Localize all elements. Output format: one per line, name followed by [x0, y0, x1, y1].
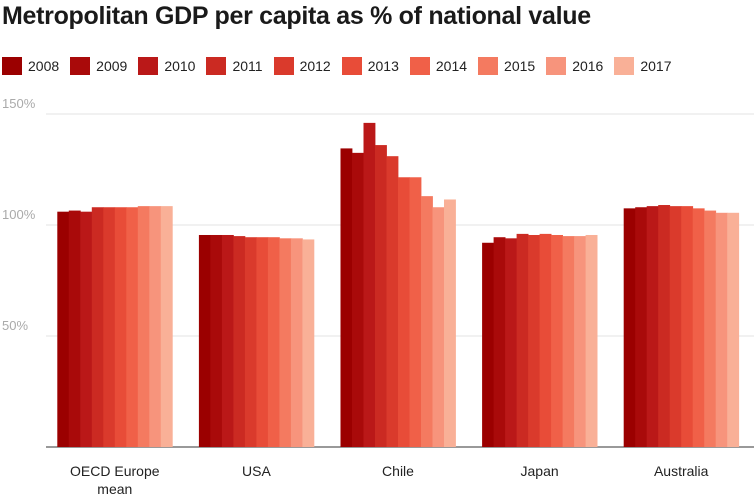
legend-label: 2016 — [572, 58, 604, 74]
bar — [126, 207, 139, 447]
legend-item-2009: 2009 — [70, 57, 127, 75]
bar — [210, 234, 223, 447]
legend-label: 2008 — [28, 58, 60, 74]
bar — [658, 205, 671, 447]
legend-item-2010: 2010 — [138, 57, 195, 75]
x-category-label: mean — [97, 481, 132, 497]
legend-label: 2009 — [96, 58, 128, 74]
bar — [375, 145, 387, 447]
x-category-label: Chile — [382, 463, 414, 479]
bar — [505, 238, 517, 447]
bar — [444, 199, 456, 447]
legend-item-2014: 2014 — [409, 57, 468, 75]
bar — [493, 237, 506, 447]
bar — [516, 233, 529, 447]
bar — [386, 156, 399, 447]
bar — [233, 236, 246, 447]
bar — [352, 152, 364, 447]
bar — [646, 206, 659, 447]
bar — [623, 208, 636, 447]
legend-item-2011: 2011 — [206, 57, 263, 75]
bar — [244, 237, 257, 447]
legend-label: 2012 — [299, 58, 331, 74]
y-tick-label: 150% — [2, 96, 36, 111]
legend-swatch — [614, 57, 635, 75]
legend: 2008 2009 2010 2011 2012 2013 2014 2015 2016 2017 — [2, 57, 683, 75]
bar — [114, 207, 127, 447]
bar — [562, 236, 575, 447]
bar — [137, 206, 150, 447]
legend-item-2017: 2017 — [614, 57, 672, 75]
bar — [340, 148, 353, 447]
bar — [482, 242, 494, 447]
legend-label: 2014 — [435, 58, 468, 74]
legend-label: 2015 — [504, 58, 536, 74]
bar — [57, 211, 70, 447]
legend-swatch — [273, 57, 294, 75]
bar — [692, 208, 705, 447]
bar — [149, 206, 162, 447]
y-tick-label: 100% — [2, 207, 36, 222]
bar — [221, 234, 234, 447]
legend-item-2015: 2015 — [478, 57, 535, 75]
bar — [198, 234, 211, 447]
bar — [669, 206, 682, 447]
bar — [256, 237, 269, 447]
x-category-label: OECD Europe — [70, 463, 160, 479]
bar — [279, 238, 292, 447]
bar — [80, 211, 93, 447]
bar — [421, 196, 433, 447]
bar — [103, 207, 116, 447]
legend-swatch — [2, 57, 22, 75]
bar — [432, 207, 445, 447]
legend-label: 2017 — [640, 58, 672, 74]
bar — [398, 177, 410, 447]
chart-title: Metropolitan GDP per capita as % of nati… — [2, 2, 591, 30]
legend-label: 2013 — [367, 58, 399, 74]
x-category-label: Japan — [521, 463, 559, 479]
legend-swatch — [409, 57, 430, 75]
bar — [704, 210, 717, 447]
legend-swatch — [546, 57, 567, 75]
bar — [727, 212, 740, 447]
legend-swatch — [206, 57, 227, 75]
bar — [160, 206, 173, 447]
bar — [68, 210, 81, 447]
legend-swatch — [478, 57, 499, 75]
legend-swatch — [138, 57, 159, 75]
legend-item-2008: 2008 — [2, 57, 59, 75]
x-category-label: Australia — [654, 463, 709, 479]
bar — [551, 234, 563, 447]
legend-item-2013: 2013 — [341, 57, 399, 75]
bar — [681, 206, 694, 447]
bar — [539, 233, 552, 447]
bar — [528, 234, 540, 447]
bar — [574, 236, 586, 447]
bar — [290, 238, 303, 447]
bar — [91, 207, 104, 447]
bar — [635, 207, 648, 447]
legend-item-2012: 2012 — [273, 57, 331, 75]
legend-label: 2011 — [232, 58, 263, 74]
legend-label: 2010 — [164, 58, 196, 74]
bar — [363, 122, 376, 447]
legend-swatch — [70, 57, 91, 75]
bar — [585, 234, 598, 447]
legend-swatch — [341, 57, 362, 75]
legend-item-2016: 2016 — [546, 57, 603, 75]
y-tick-label: 50% — [2, 318, 28, 333]
bar — [267, 237, 280, 447]
bar — [715, 212, 728, 447]
bar — [302, 239, 315, 447]
bar — [409, 177, 422, 447]
x-category-label: USA — [242, 463, 271, 479]
